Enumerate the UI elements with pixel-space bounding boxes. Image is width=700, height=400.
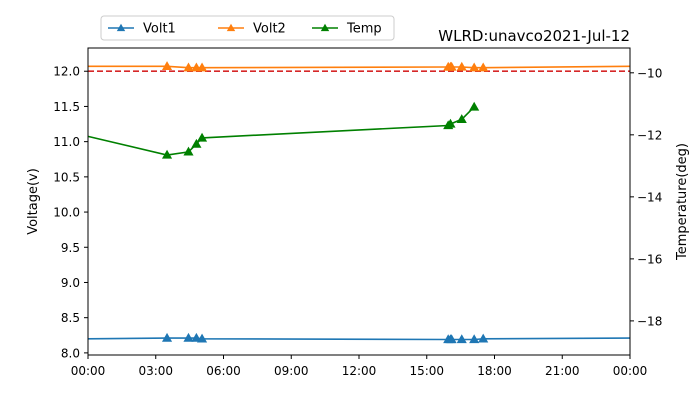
data-point-volt1 [183,332,194,342]
y-tick-label: 9.0 [61,276,80,290]
data-point-volt1 [191,332,202,342]
data-point-volt1 [196,333,208,343]
y2-tick-label: −10 [637,66,662,80]
data-point-volt2 [183,62,194,72]
data-point-volt2 [446,61,457,71]
y2-tick-label: −18 [637,314,662,328]
data-point-temp [161,149,173,159]
y-tick-label: 11.5 [53,100,80,114]
legend-label: Volt1 [143,22,176,37]
data-point-temp [445,118,456,128]
y-axis-label: Voltage(v) [26,168,41,235]
x-tick-label: 09:00 [274,364,309,378]
legend-box [100,15,395,41]
y-tick-label: 12.0 [53,65,80,79]
x-tick-label: 03:00 [138,364,173,378]
legend-label: Volt2 [253,22,286,37]
y-tick-label: 8.5 [61,311,80,325]
y2-tick-label: −12 [637,128,662,142]
legend-marker [116,23,126,32]
x-tick-label: 06:00 [206,364,241,378]
x-tick-label: 15:00 [409,364,444,378]
data-point-volt2 [161,61,173,70]
x-tick-label: 00:00 [613,364,648,378]
legend-marker [320,23,330,32]
data-point-temp [456,114,467,123]
y-tick-label: 10.0 [53,206,80,220]
x-tick-label: 00:00 [71,364,106,378]
data-point-temp [196,132,208,142]
x-tick-label: 18:00 [477,364,512,378]
data-point-volt1 [161,332,173,342]
data-point-volt1 [469,334,480,344]
data-point-volt2 [196,62,208,72]
y2-axis-label: Temperature(deg) [675,143,690,261]
plot-area [87,61,631,344]
data-point-volt1 [446,334,457,344]
y-tick-label: 8.0 [61,346,80,360]
y2-tick-label: −14 [637,190,662,204]
legend-marker [226,23,236,32]
y-tick-label: 10.5 [53,170,80,184]
data-point-temp [191,138,202,148]
data-point-volt2 [469,62,480,72]
data-point-volt2 [478,62,489,72]
axes: 00:00 03:00 06:00 09:00 12:00 15:00 18:00 21:00… [53,47,662,378]
data-point-volt1 [456,334,467,344]
data-point-volt2 [456,61,467,71]
data-point-temp [469,101,480,111]
legend: Volt1 Volt2 Temp [100,15,395,41]
data-point-volt1 [478,333,489,343]
y-tick-label: 11.0 [53,135,80,149]
data-point-temp [183,146,194,156]
x-tick-label: 21:00 [545,364,580,378]
x-tick-label: 12:00 [342,364,377,378]
legend-label: Temp [346,22,382,37]
y2-tick-label: −16 [637,252,662,266]
y-tick-label: 9.5 [61,241,80,255]
chart-title: WLRD:unavco2021-Jul-12 [438,27,630,45]
